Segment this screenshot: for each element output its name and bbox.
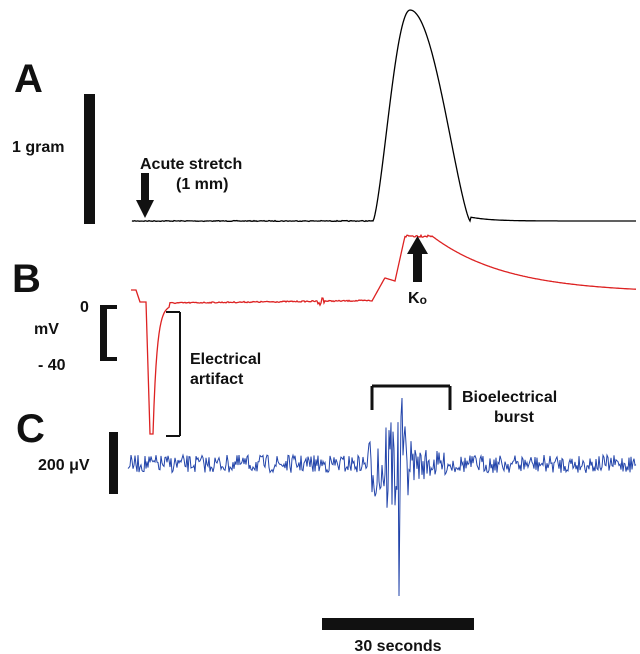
burst-label-line1: Bioelectrical: [462, 389, 557, 406]
panel-b-trace: [131, 233, 636, 435]
time-scale-bar: [322, 618, 474, 630]
panel-b-scale-bar: [100, 305, 117, 361]
ko-label: Ko: [408, 290, 427, 307]
stretch-annotation-line2: (1 mm): [176, 176, 228, 193]
stretch-annotation-line1: Acute stretch: [140, 156, 242, 173]
panel-a-scale-bar: [84, 94, 95, 224]
panel-c-scale-bar: [109, 432, 118, 494]
panel-a-scale-label: 1 gram: [12, 139, 64, 156]
panel-a-trace: [131, 9, 636, 223]
time-scale-label: 30 seconds: [354, 638, 441, 654]
panel-b-letter: B: [12, 257, 41, 301]
panel-c-trace: [127, 397, 637, 597]
artifact-label-line2: artifact: [190, 371, 244, 388]
panel-a-letter: A: [14, 57, 43, 101]
panel-c-letter: C: [16, 407, 45, 451]
panel-b-scale-top: 0: [80, 299, 89, 316]
panel-b: B 0 mV - 40 Electrical artifact Ko: [12, 233, 636, 437]
panel-c: C 200 μV Bioelectrical burst: [16, 384, 637, 597]
panel-b-scale-bottom: - 40: [38, 357, 66, 374]
panel-b-scale-unit: mV: [34, 321, 59, 338]
panel-a: A 1 gram Acute stretch (1 mm): [12, 9, 636, 224]
ko-arrow: [407, 236, 428, 282]
ko-o: o: [420, 293, 427, 307]
artifact-label-line1: Electrical: [190, 351, 261, 368]
burst-label-line2: burst: [494, 409, 535, 426]
panel-c-scale-label: 200 μV: [38, 457, 90, 474]
ko-k: K: [408, 290, 420, 307]
artifact-bracket: [166, 311, 181, 437]
time-scale: 30 seconds: [322, 618, 474, 654]
stretch-arrow: [136, 173, 154, 218]
burst-bracket: [370, 384, 452, 410]
